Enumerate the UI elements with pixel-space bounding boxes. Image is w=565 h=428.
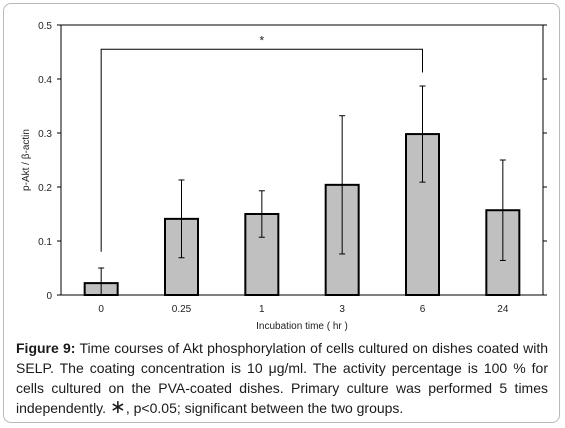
x-tick-label: 3	[339, 304, 345, 315]
error-bars	[98, 85, 506, 296]
plot-area-border	[60, 24, 544, 296]
y-tick-label: 0.2	[38, 183, 52, 194]
significance-symbol: ∗	[109, 397, 126, 418]
y-axis-ticks: 0 0.1 0.2 0.3 0.4 0.5	[38, 21, 547, 302]
x-tick-label: 0	[98, 304, 104, 315]
bar-chart: 0 0.1 0.2 0.3 0.4 0.5 0 0.25 1 3 6 24 * p-Akt / β-…	[21, 21, 547, 332]
x-tick-label: 24	[497, 304, 509, 315]
caption-text: Time courses of Akt phosphorylation of c…	[16, 340, 549, 416]
y-tick-label: 0	[46, 291, 52, 302]
x-tick-label: 6	[420, 304, 426, 315]
figure-frame	[3, 3, 560, 423]
x-axis-tick-labels: 0 0.25 1 3 6 24	[98, 304, 508, 315]
significance-bracket: *	[100, 33, 423, 252]
figure-caption: Figure 9: Time courses of Akt phosphoryl…	[16, 338, 548, 418]
plot-frame	[60, 24, 544, 296]
y-tick-label: 0.1	[38, 237, 52, 248]
caption-note: , p<0.05; significant between the two gr…	[125, 400, 404, 416]
x-tick-label: 0.25	[172, 304, 192, 315]
y-tick-label: 0.3	[38, 129, 52, 140]
x-tick-label: 1	[259, 304, 265, 315]
y-tick-label: 0.4	[38, 75, 52, 86]
y-axis-label: p-Akt / β-actin	[21, 129, 32, 191]
y-tick-label: 0.5	[38, 21, 52, 32]
significance-label: *	[259, 33, 264, 47]
caption-label: Figure 9:	[16, 340, 76, 356]
bars	[83, 133, 521, 296]
x-axis-label: Incubation time ( hr )	[256, 321, 348, 332]
bracket-line	[100, 48, 423, 252]
